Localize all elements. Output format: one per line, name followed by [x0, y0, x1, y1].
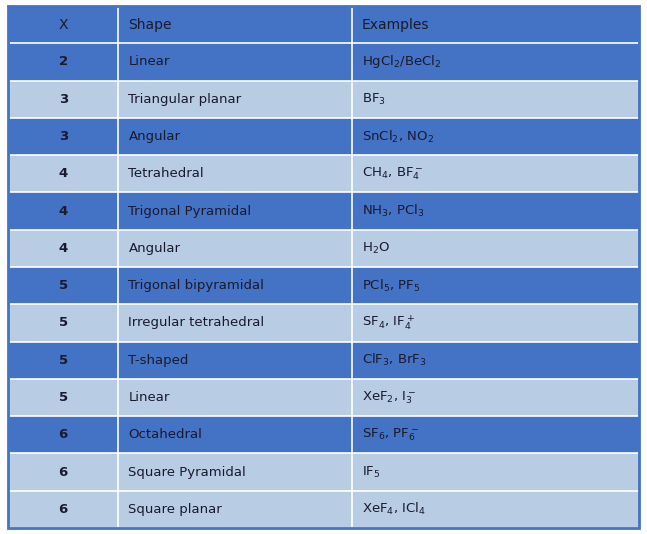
Bar	[352, 230, 639, 267]
Bar	[8, 230, 118, 267]
Bar	[118, 192, 352, 230]
Bar	[118, 267, 352, 304]
Text: 5: 5	[59, 279, 68, 292]
Text: ClF$_3$, BrF$_3$: ClF$_3$, BrF$_3$	[362, 352, 426, 368]
Bar	[8, 491, 118, 528]
Text: 4: 4	[59, 205, 68, 217]
Text: SF$_6$, PF$_6^-$: SF$_6$, PF$_6^-$	[362, 427, 419, 443]
Text: Irregular tetrahedral: Irregular tetrahedral	[128, 317, 265, 329]
Bar	[352, 118, 639, 155]
Text: 3: 3	[59, 130, 68, 143]
Text: PCl$_5$, PF$_5$: PCl$_5$, PF$_5$	[362, 278, 421, 294]
Text: Linear: Linear	[128, 391, 170, 404]
Text: Octahedral: Octahedral	[128, 428, 203, 441]
Bar	[118, 491, 352, 528]
Text: CH$_4$, BF$_4^-$: CH$_4$, BF$_4^-$	[362, 166, 423, 182]
Bar	[8, 267, 118, 304]
Bar	[8, 155, 118, 192]
Text: IF$_5$: IF$_5$	[362, 465, 380, 480]
Text: Tetrahedral: Tetrahedral	[128, 167, 204, 180]
Bar	[352, 81, 639, 118]
Text: XeF$_2$, I$_3^-$: XeF$_2$, I$_3^-$	[362, 389, 416, 406]
Text: 5: 5	[59, 317, 68, 329]
Bar	[352, 416, 639, 453]
Text: Shape: Shape	[128, 18, 172, 32]
Bar	[8, 118, 118, 155]
Bar	[118, 416, 352, 453]
Text: NH$_3$, PCl$_3$: NH$_3$, PCl$_3$	[362, 203, 424, 219]
Text: HgCl$_2$/BeCl$_2$: HgCl$_2$/BeCl$_2$	[362, 53, 441, 70]
Text: 5: 5	[59, 391, 68, 404]
Bar	[352, 379, 639, 416]
Bar	[8, 192, 118, 230]
Text: H$_2$O: H$_2$O	[362, 241, 390, 256]
Text: 5: 5	[59, 354, 68, 367]
Bar	[8, 81, 118, 118]
Text: 2: 2	[59, 56, 68, 68]
Text: Examples: Examples	[362, 18, 430, 32]
Bar	[352, 304, 639, 342]
Bar	[8, 6, 118, 43]
Bar	[352, 491, 639, 528]
Bar	[118, 81, 352, 118]
Bar	[352, 453, 639, 491]
Text: Trigonal Pyramidal: Trigonal Pyramidal	[128, 205, 252, 217]
Text: XeF$_4$, ICl$_4$: XeF$_4$, ICl$_4$	[362, 501, 426, 517]
Text: T-shaped: T-shaped	[128, 354, 189, 367]
Bar	[118, 6, 352, 43]
Bar	[118, 379, 352, 416]
Bar	[118, 230, 352, 267]
Text: Linear: Linear	[128, 56, 170, 68]
Text: 6: 6	[59, 503, 68, 516]
Bar	[118, 304, 352, 342]
Bar	[352, 43, 639, 81]
Bar	[8, 304, 118, 342]
Bar	[118, 453, 352, 491]
Text: Trigonal bipyramidal: Trigonal bipyramidal	[128, 279, 265, 292]
Text: 3: 3	[59, 93, 68, 106]
Bar	[352, 342, 639, 379]
Text: Square planar: Square planar	[128, 503, 222, 516]
Text: Triangular planar: Triangular planar	[128, 93, 241, 106]
Bar	[118, 43, 352, 81]
Bar	[8, 453, 118, 491]
Bar	[118, 342, 352, 379]
Text: Angular: Angular	[128, 242, 181, 255]
Bar	[8, 379, 118, 416]
Bar	[8, 43, 118, 81]
Text: SF$_4$, IF$_4^+$: SF$_4$, IF$_4^+$	[362, 313, 415, 332]
Text: 6: 6	[59, 428, 68, 441]
Text: 4: 4	[59, 167, 68, 180]
Text: 4: 4	[59, 242, 68, 255]
Bar	[118, 155, 352, 192]
Bar	[352, 192, 639, 230]
Bar	[352, 6, 639, 43]
Bar	[8, 342, 118, 379]
Text: Angular: Angular	[128, 130, 181, 143]
Bar	[118, 118, 352, 155]
Text: X: X	[58, 18, 68, 32]
Text: SnCl$_2$, NO$_2$: SnCl$_2$, NO$_2$	[362, 129, 433, 145]
Text: BF$_3$: BF$_3$	[362, 92, 386, 107]
Text: Square Pyramidal: Square Pyramidal	[128, 466, 246, 478]
Bar	[8, 416, 118, 453]
Bar	[352, 267, 639, 304]
Text: 6: 6	[59, 466, 68, 478]
Bar	[352, 155, 639, 192]
